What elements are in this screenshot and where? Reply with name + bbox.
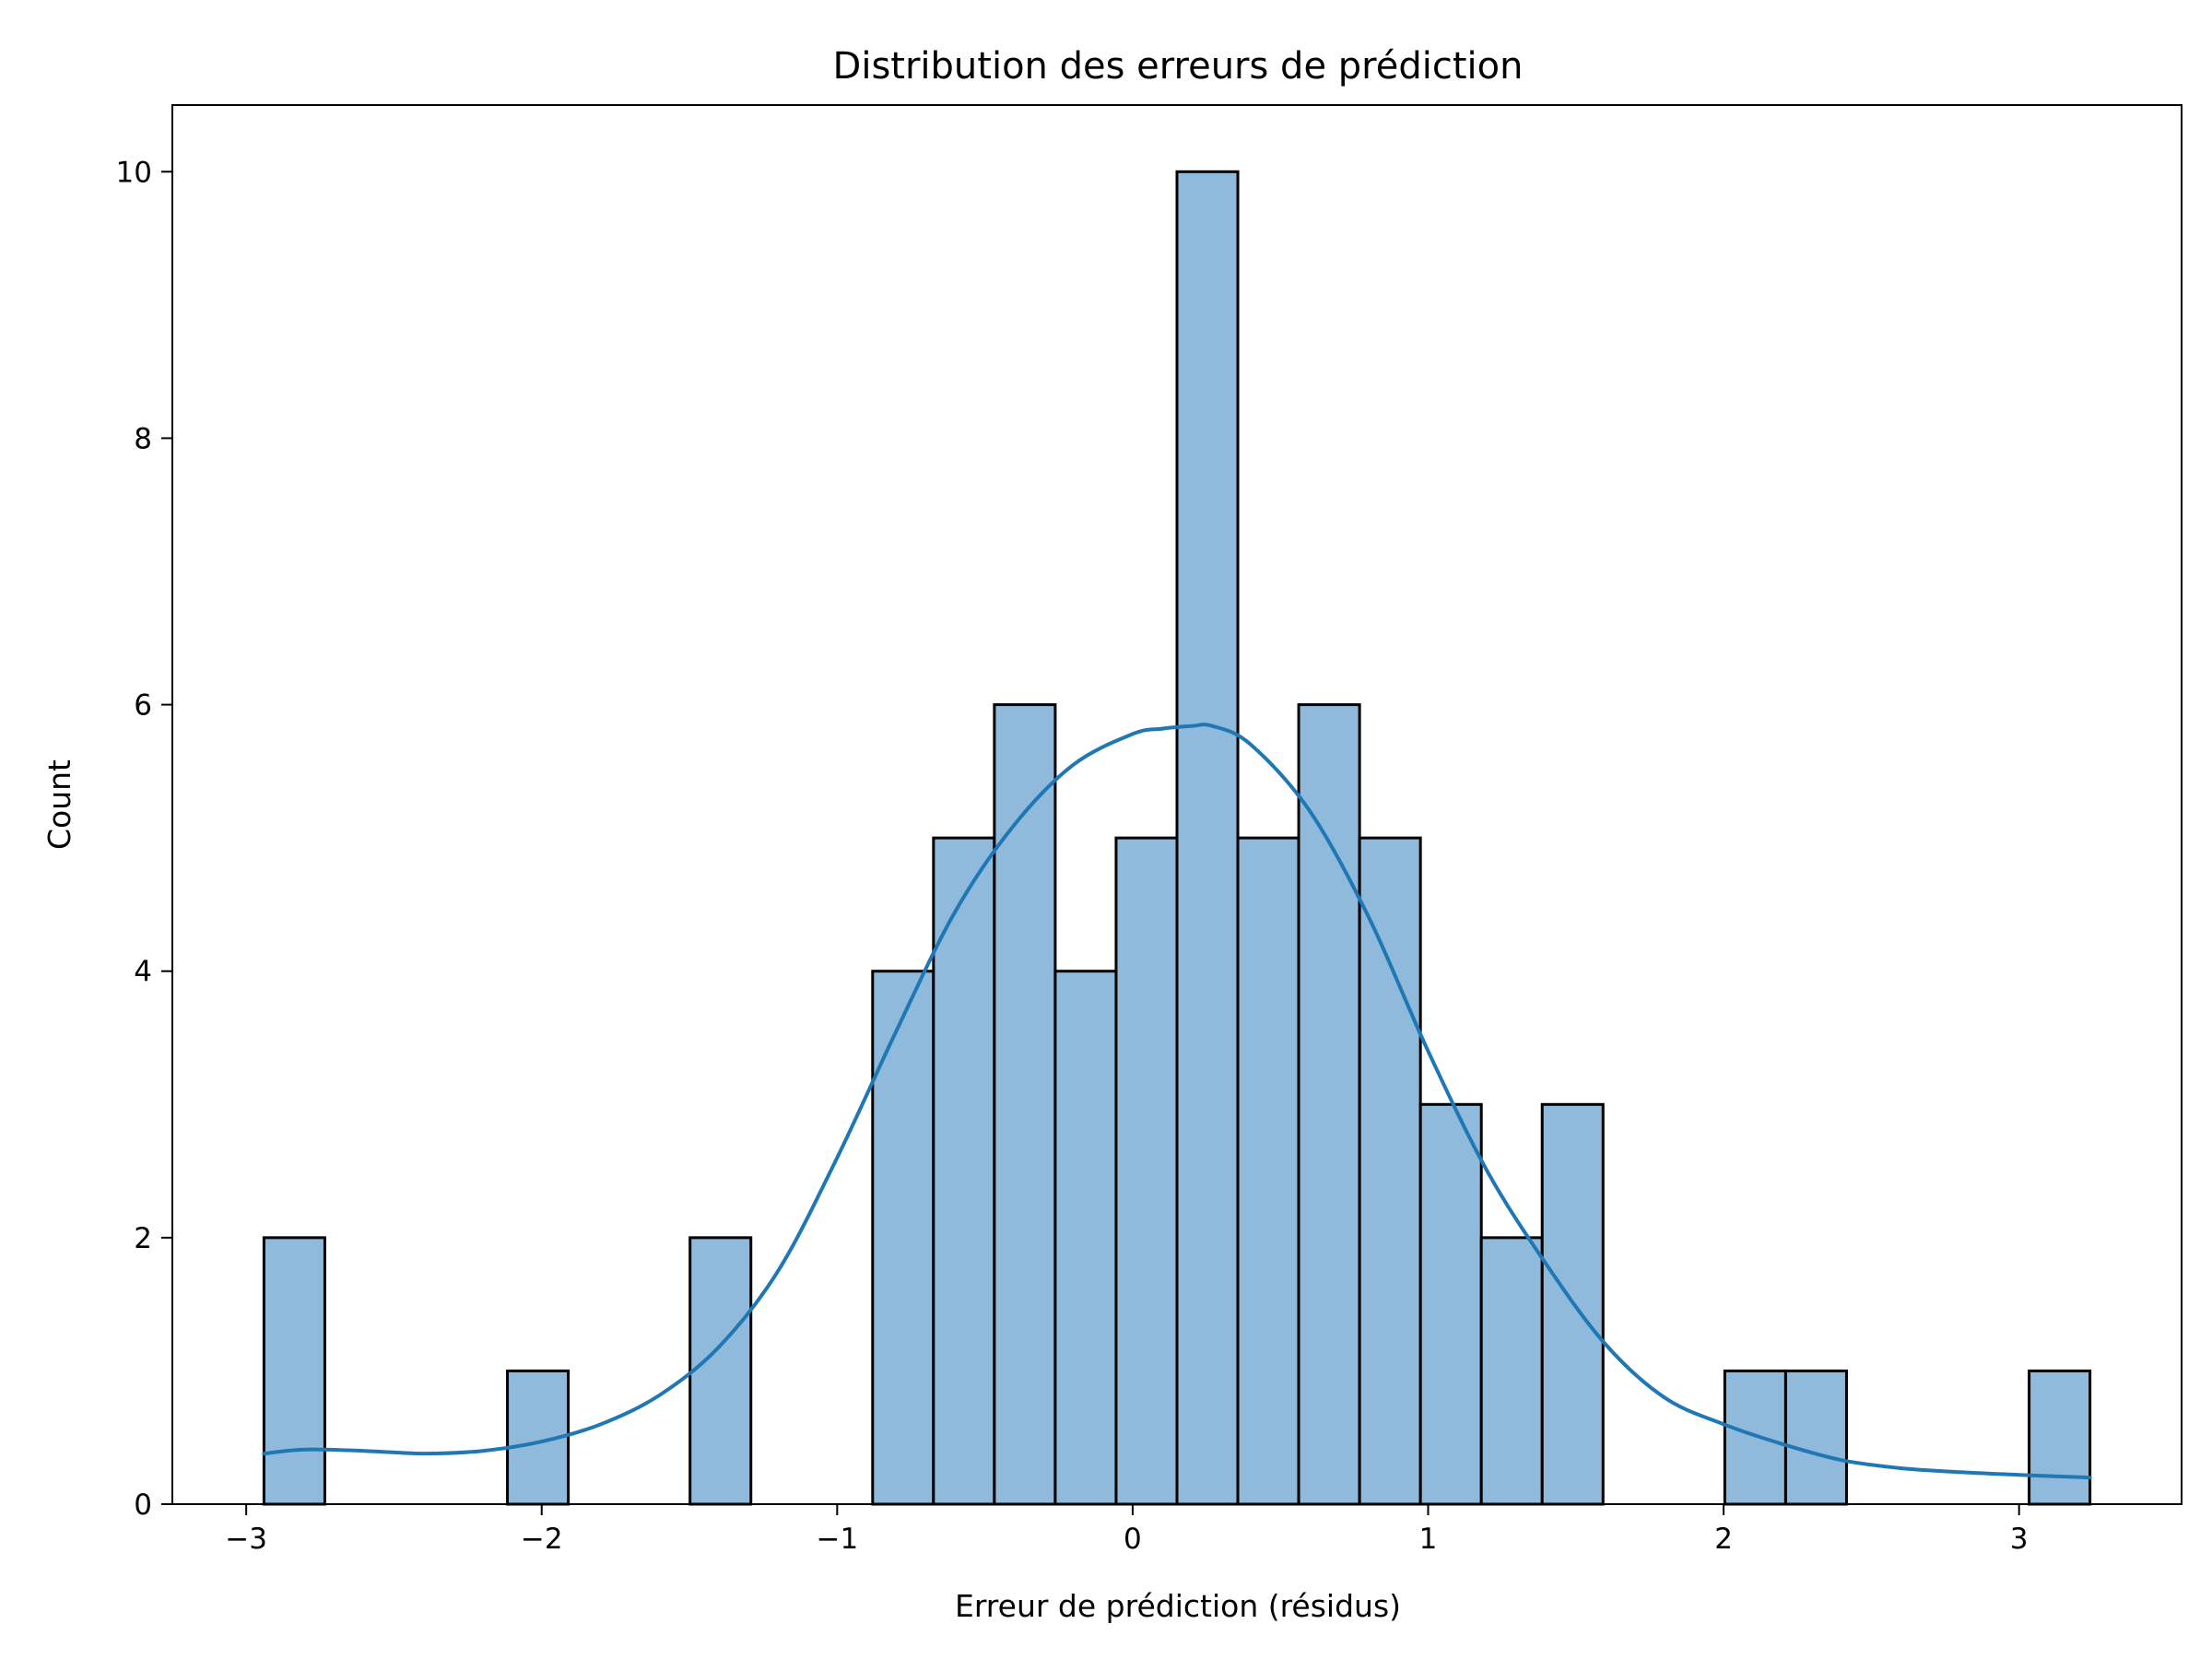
histogram-bar (1297, 703, 1361, 1506)
y-tick-label: 4 (134, 956, 152, 989)
x-axis-label: Erreur de prédiction (résidus) (955, 1588, 1401, 1624)
histogram-bar (1783, 1369, 1848, 1506)
histogram-bar (1053, 970, 1118, 1506)
histogram-bar (871, 970, 935, 1506)
x-axis-ticks: −3 −2 −1 0 1 2 3 (225, 1504, 2029, 1556)
x-tick-label: 2 (1714, 1523, 1733, 1556)
histogram-bar (1175, 170, 1240, 1506)
bars-group (262, 170, 2092, 1506)
y-tick-label: 2 (134, 1222, 152, 1255)
x-tick-label: −3 (225, 1523, 267, 1556)
x-tick-label: 3 (2010, 1523, 2029, 1556)
histogram-bar (1418, 1102, 1483, 1506)
histogram-bar (932, 836, 996, 1506)
x-tick-label: −1 (816, 1523, 858, 1556)
chart-title: Distribution des erreurs de prédiction (833, 45, 1524, 88)
x-tick-label: −2 (521, 1523, 563, 1556)
histogram-bar (1358, 836, 1422, 1506)
x-tick-label: 1 (1419, 1523, 1438, 1556)
histogram-bar (2028, 1369, 2092, 1506)
y-tick-label: 8 (134, 422, 152, 455)
y-tick-label: 6 (134, 689, 152, 723)
histogram-bar (262, 1236, 326, 1506)
histogram-bar (1723, 1369, 1787, 1506)
histogram-bar (1236, 836, 1300, 1506)
y-tick-label: 0 (134, 1488, 152, 1522)
histogram-bar (993, 703, 1057, 1506)
histogram-bar (1479, 1236, 1544, 1506)
x-tick-label: 0 (1124, 1523, 1142, 1556)
histogram-bar (1114, 836, 1179, 1506)
y-tick-label: 10 (116, 156, 152, 189)
plot-frame (171, 104, 2183, 1505)
kde-curve (262, 723, 2092, 1480)
y-axis-ticks: 0 2 4 6 8 10 (116, 156, 172, 1522)
y-axis-label: Count (41, 759, 77, 850)
histogram-bar (688, 1236, 753, 1506)
